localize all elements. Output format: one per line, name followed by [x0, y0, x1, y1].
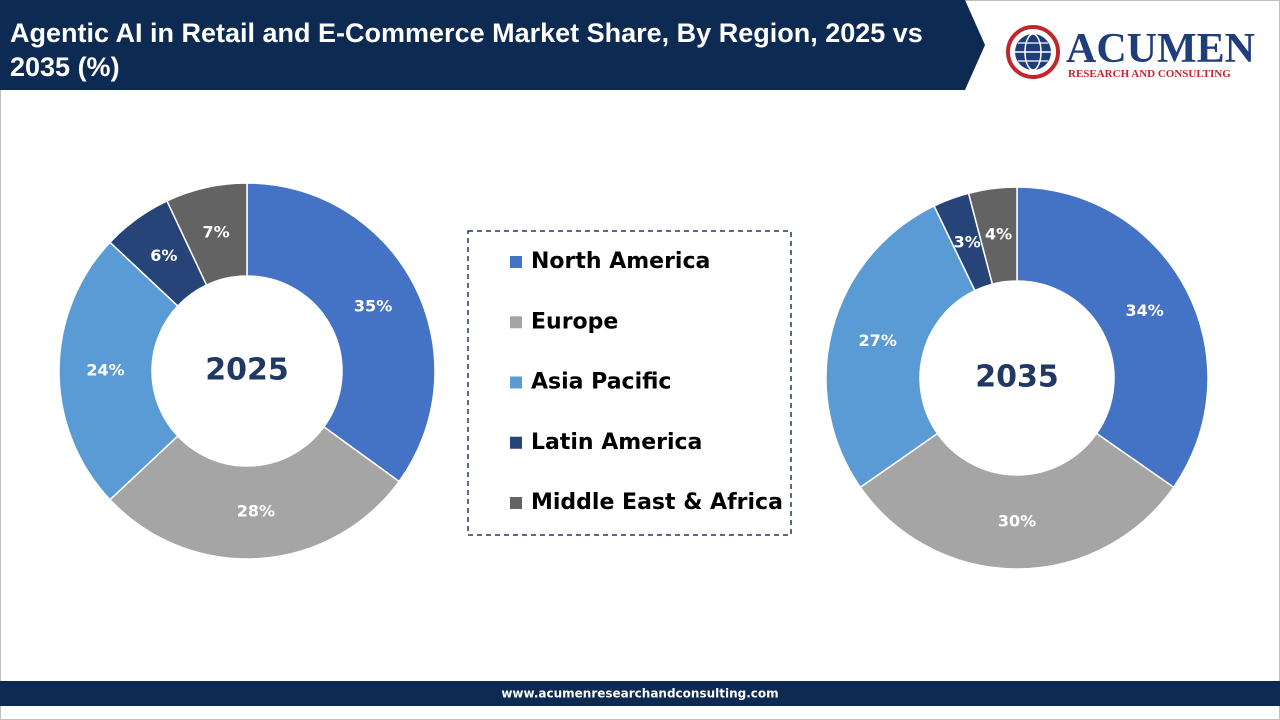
legend-swatch — [510, 436, 522, 449]
legend-swatch — [510, 316, 522, 329]
legend-box — [467, 230, 792, 536]
data-label: 35% — [354, 296, 392, 315]
chart-title: Agentic AI in Retail and E-Commerce Mark… — [10, 18, 923, 82]
data-label: 6% — [150, 246, 177, 265]
legend-label: Asia Pacific — [531, 370, 671, 395]
data-label: 3% — [954, 232, 981, 251]
donut-slice — [108, 425, 401, 560]
data-label: 34% — [1126, 301, 1164, 320]
footer-band — [0, 681, 1280, 706]
center-label: 2025 — [205, 353, 289, 388]
header-band — [0, 0, 985, 90]
legend-label: Europe — [531, 309, 618, 334]
data-label: 4% — [985, 225, 1012, 244]
legend-swatch — [510, 497, 522, 509]
donut-slice — [967, 186, 1018, 286]
data-label: 30% — [998, 512, 1036, 531]
logo-icon — [1006, 25, 1060, 79]
center-label: 2035 — [975, 360, 1059, 395]
footer-url: www.acumenresearchandconsulting.com — [501, 687, 778, 701]
donut-slice — [58, 241, 179, 501]
donut-slice — [825, 204, 976, 489]
logo-tagline: RESEARCH AND CONSULTING — [1068, 68, 1231, 80]
donut-slice — [165, 182, 248, 287]
data-label: 27% — [859, 331, 897, 350]
donut-slice — [246, 182, 436, 483]
legend-label: Middle East & Africa — [531, 490, 783, 515]
donut-slice — [859, 432, 1175, 570]
legend-label: North America — [531, 249, 710, 274]
legend-swatch — [510, 376, 522, 389]
donut-slice — [1016, 186, 1209, 489]
legend-swatch — [510, 256, 522, 268]
title-box: Agentic AI in Retail and E-Commerce Mark… — [10, 18, 923, 82]
data-label: 24% — [86, 361, 124, 380]
data-label: 28% — [237, 502, 275, 521]
data-label: 7% — [203, 222, 230, 241]
logo-name: ACUMEN — [1066, 26, 1255, 72]
legend-label: Latin America — [531, 430, 702, 455]
